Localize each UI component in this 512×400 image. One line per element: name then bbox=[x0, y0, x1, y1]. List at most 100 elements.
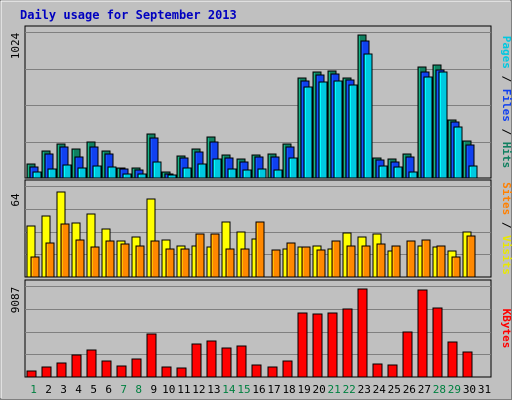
bar-body bbox=[423, 76, 433, 179]
bar-sites-day-7 bbox=[120, 243, 130, 278]
bar-sites-day-23 bbox=[361, 245, 371, 278]
series-legend: Pages / Files / Hits bbox=[500, 36, 512, 169]
bar-body bbox=[466, 235, 476, 278]
bar-body bbox=[47, 168, 57, 179]
bar-body bbox=[221, 347, 232, 378]
bar-body bbox=[41, 366, 52, 378]
bar-kbytes-day-12 bbox=[191, 343, 202, 378]
bar-kbytes-day-6 bbox=[101, 360, 112, 378]
bar-pages-day-5 bbox=[92, 165, 102, 179]
bar-body bbox=[107, 166, 117, 179]
bar-sites-day-9 bbox=[150, 240, 160, 278]
bar-body bbox=[438, 71, 448, 179]
bar-kbytes-day-30 bbox=[462, 351, 473, 378]
bar-kbytes-day-7 bbox=[116, 365, 127, 378]
bar-kbytes-day-5 bbox=[86, 349, 97, 378]
bar-body bbox=[387, 364, 398, 378]
bar-pages-day-30 bbox=[468, 165, 478, 179]
x-tick-label: 24 bbox=[373, 383, 387, 396]
bar-body bbox=[90, 246, 100, 278]
bar-body bbox=[331, 240, 341, 278]
bar-body bbox=[316, 249, 326, 278]
bar-sites-day-29 bbox=[451, 256, 461, 278]
bar-body bbox=[26, 370, 37, 378]
bar-kbytes-day-14 bbox=[221, 347, 232, 378]
x-tick-label: 19 bbox=[297, 383, 310, 396]
bar-pages-day-14 bbox=[227, 168, 237, 179]
bar-body bbox=[303, 86, 313, 179]
x-tick-label: 26 bbox=[403, 383, 416, 396]
bar-body bbox=[273, 169, 283, 179]
bar-body bbox=[56, 362, 67, 378]
legend-entry: / bbox=[500, 122, 512, 142]
x-tick-label: 8 bbox=[135, 383, 142, 396]
y-max-label: 1024 bbox=[9, 32, 22, 59]
x-tick-label: 1 bbox=[30, 383, 37, 396]
bar-pages-day-8 bbox=[137, 173, 147, 179]
bar-kbytes-day-24 bbox=[372, 363, 383, 378]
bar-kbytes-day-27 bbox=[417, 289, 428, 378]
bar-body bbox=[77, 167, 87, 179]
bar-body bbox=[286, 242, 296, 278]
bar-body bbox=[376, 243, 386, 278]
x-tick-label: 14 bbox=[222, 383, 236, 396]
x-tick-label: 7 bbox=[120, 383, 127, 396]
bar-sites-day-16 bbox=[255, 221, 265, 278]
bar-body bbox=[165, 248, 175, 278]
bar-kbytes-day-17 bbox=[267, 366, 278, 378]
bar-pages-day-9 bbox=[152, 161, 162, 179]
bar-body bbox=[195, 233, 205, 278]
bar-pages-day-21 bbox=[333, 80, 343, 179]
bar-body bbox=[391, 245, 401, 278]
bar-sites-day-1 bbox=[30, 256, 40, 278]
bar-body bbox=[225, 248, 235, 278]
series-legend: Sites / Visits bbox=[500, 182, 512, 275]
bar-kbytes-day-29 bbox=[447, 341, 458, 378]
bar-body bbox=[182, 167, 192, 179]
bar-kbytes-day-22 bbox=[342, 308, 353, 378]
bar-kbytes-day-15 bbox=[236, 345, 247, 378]
bar-body bbox=[342, 308, 353, 378]
bar-sites-day-18 bbox=[286, 242, 296, 278]
bar-sites-day-28 bbox=[436, 245, 446, 278]
bar-body bbox=[45, 242, 55, 278]
bar-body bbox=[92, 165, 102, 179]
bar-kbytes-day-25 bbox=[387, 364, 398, 378]
bar-pages-day-19 bbox=[303, 86, 313, 179]
legend-entry: / bbox=[500, 215, 512, 235]
legend-entry: Visits bbox=[500, 235, 512, 275]
bar-pages-day-15 bbox=[242, 169, 252, 179]
bar-body bbox=[131, 358, 142, 378]
panel-kbytes: 9087 KBytes bbox=[9, 279, 512, 378]
bar-body bbox=[301, 246, 311, 278]
bar-body bbox=[212, 158, 222, 179]
bar-kbytes-day-3 bbox=[56, 362, 67, 378]
bar-body bbox=[421, 239, 431, 278]
bar-pages-day-26 bbox=[408, 171, 418, 179]
x-tick-label: 10 bbox=[162, 383, 175, 396]
bar-body bbox=[150, 240, 160, 278]
bar-kbytes-day-13 bbox=[206, 340, 217, 378]
bar-sites-day-19 bbox=[301, 246, 311, 278]
bar-sites-day-26 bbox=[406, 240, 416, 278]
bar-body bbox=[120, 243, 130, 278]
bar-sites-day-12 bbox=[195, 233, 205, 278]
bar-body bbox=[197, 163, 207, 179]
bar-body bbox=[408, 171, 418, 179]
bar-sites-day-15 bbox=[240, 248, 250, 278]
x-tick-label: 31 bbox=[478, 383, 491, 396]
bar-pages-day-11 bbox=[182, 167, 192, 179]
bar-body bbox=[116, 365, 127, 378]
bar-sites-day-2 bbox=[45, 242, 55, 278]
bar-kbytes-day-23 bbox=[357, 288, 368, 378]
panel-pages-files-hits: 1024 Pages / Files / Hits bbox=[9, 25, 512, 179]
bar-body bbox=[257, 168, 267, 179]
bar-body bbox=[101, 360, 112, 378]
x-tick-label: 16 bbox=[252, 383, 265, 396]
bar-sites-day-3 bbox=[60, 223, 70, 278]
bar-kbytes-day-11 bbox=[176, 367, 187, 378]
bar-body bbox=[152, 161, 162, 179]
bar-pages-day-25 bbox=[393, 166, 403, 179]
bar-body bbox=[105, 240, 115, 278]
